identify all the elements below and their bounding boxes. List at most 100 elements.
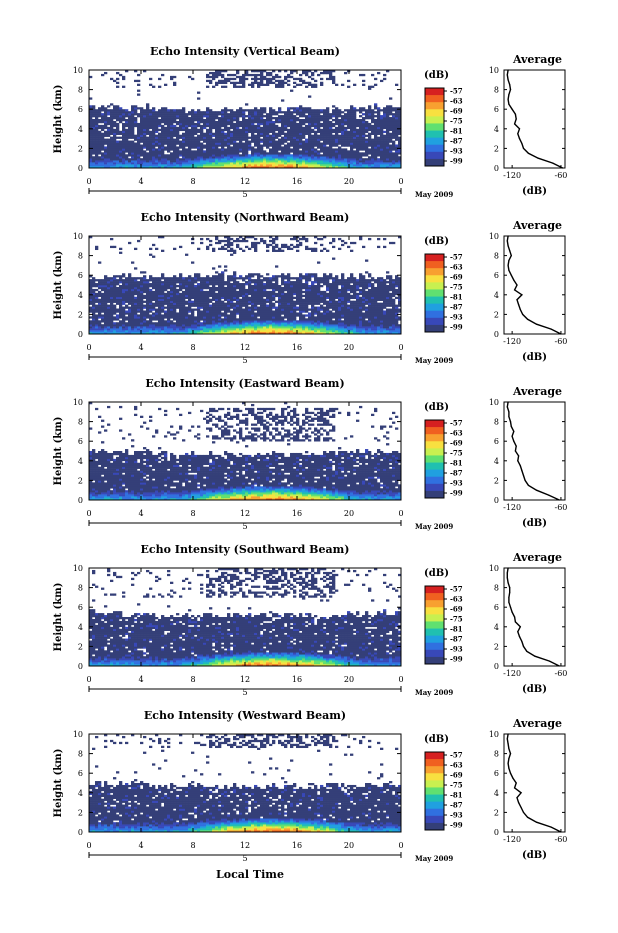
heatmap-cell xyxy=(206,246,209,248)
heatmap-cell xyxy=(380,158,383,160)
heatmap-cell xyxy=(110,113,113,115)
heatmap-cell xyxy=(149,295,152,297)
heatmap-cell xyxy=(302,144,305,146)
heatmap-cell xyxy=(278,84,281,86)
heatmap-cell xyxy=(233,158,236,160)
heatmap-cell xyxy=(170,277,173,279)
heatmap-cell xyxy=(245,246,248,248)
heatmap-cell xyxy=(227,281,230,283)
heatmap-cell xyxy=(392,152,395,154)
heatmap-cell xyxy=(149,309,152,311)
heatmap-cell xyxy=(326,154,329,156)
heatmap-cell xyxy=(224,287,227,289)
heatmap-cell xyxy=(338,131,341,133)
heatmap-cell xyxy=(257,135,260,137)
heatmap-cell xyxy=(377,113,380,115)
heatmap-cell xyxy=(95,164,98,166)
heatmap-cell xyxy=(152,107,155,109)
heatmap-cell xyxy=(212,250,215,252)
heatmap-cell xyxy=(131,279,134,281)
heatmap-cell xyxy=(329,135,332,137)
heatmap-cell xyxy=(383,160,386,162)
heatmap-cell xyxy=(245,310,248,312)
heatmap-cell xyxy=(203,277,206,279)
avg-profile-point xyxy=(508,69,509,70)
heatmap-cell xyxy=(275,156,278,158)
heatmap-cell xyxy=(371,150,374,152)
heatmap-cell xyxy=(392,137,395,139)
heatmap-cell xyxy=(395,139,398,141)
heatmap-cell xyxy=(140,326,143,328)
heatmap-cell xyxy=(392,109,395,111)
x-tick-label: 16 xyxy=(292,177,302,186)
heatmap-cell xyxy=(170,299,173,301)
heatmap-cell xyxy=(101,143,104,145)
heatmap-cell xyxy=(92,301,95,303)
heatmap-cell xyxy=(224,297,227,299)
heatmap-cell xyxy=(128,146,131,148)
heatmap-cell xyxy=(158,318,161,320)
heatmap-cell xyxy=(257,289,260,291)
colorbar-swatch xyxy=(425,102,444,109)
heatmap-cell xyxy=(104,287,107,289)
heatmap-cell xyxy=(269,139,272,141)
heatmap-cell xyxy=(206,297,209,299)
heatmap-cell xyxy=(119,152,122,154)
heatmap-cell xyxy=(230,137,233,139)
heatmap-cell xyxy=(260,309,263,311)
heatmap-cell xyxy=(230,111,233,113)
heatmap-cell xyxy=(260,72,263,74)
heatmap-cell xyxy=(272,139,275,141)
heatmap-cell xyxy=(203,158,206,160)
heatmap-cell xyxy=(254,309,257,311)
heatmap-cell xyxy=(317,152,320,154)
heatmap-cell xyxy=(233,318,236,320)
heatmap-cell xyxy=(107,160,110,162)
heatmap-cell xyxy=(335,84,338,86)
heatmap-cell xyxy=(320,72,323,74)
heatmap-cell xyxy=(224,143,227,145)
heatmap-cell xyxy=(248,307,251,309)
heatmap-cell xyxy=(158,305,161,307)
heatmap-cell xyxy=(155,248,158,250)
heatmap-cell xyxy=(332,154,335,156)
heatmap-cell xyxy=(284,113,287,115)
heatmap-cell xyxy=(215,133,218,135)
heatmap-cell xyxy=(98,131,101,133)
heatmap-cell xyxy=(206,301,209,303)
heatmap-cell xyxy=(320,150,323,152)
heatmap-cell xyxy=(98,148,101,150)
heatmap-cell xyxy=(98,141,101,143)
heatmap-cell xyxy=(344,109,347,111)
heatmap-cell xyxy=(125,131,128,133)
heatmap-cell xyxy=(245,156,248,158)
heatmap-cell xyxy=(314,133,317,135)
heatmap-cell xyxy=(350,164,353,166)
heatmap-cell xyxy=(125,137,128,139)
heatmap-cell xyxy=(221,281,224,283)
heatmap-cell xyxy=(128,328,131,330)
heatmap-cell xyxy=(389,129,392,131)
heatmap-cell xyxy=(353,84,356,86)
heatmap-cell xyxy=(350,148,353,150)
heatmap-cell xyxy=(107,150,110,152)
heatmap-cell xyxy=(173,316,176,318)
heatmap-cell xyxy=(212,119,215,121)
heatmap-cell xyxy=(125,123,128,125)
heatmap-cell xyxy=(197,158,200,160)
heatmap-cell xyxy=(221,146,224,148)
heatmap-cell xyxy=(341,152,344,154)
heatmap-cell xyxy=(293,129,296,131)
heatmap-cell xyxy=(293,123,296,125)
heatmap-cell xyxy=(302,135,305,137)
heatmap-cell xyxy=(197,285,200,287)
heatmap-cell xyxy=(149,314,152,316)
heatmap-cell xyxy=(263,119,266,121)
heatmap-cell xyxy=(161,295,164,297)
heatmap-cell xyxy=(245,74,248,76)
heatmap-cell xyxy=(179,279,182,281)
avg-y-tick-label: 10 xyxy=(489,66,499,75)
heatmap-cell xyxy=(341,154,344,156)
heatmap-cell xyxy=(239,109,242,111)
heatmap-cell xyxy=(239,285,242,287)
